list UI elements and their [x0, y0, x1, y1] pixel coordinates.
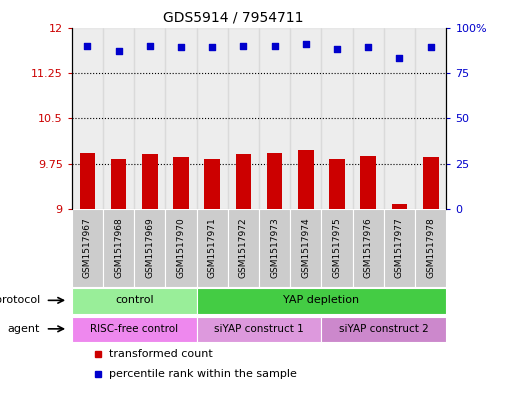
- Bar: [134, 28, 165, 209]
- Bar: [196, 317, 322, 342]
- Bar: [290, 209, 322, 286]
- Bar: [80, 152, 95, 209]
- Text: GSM1517974: GSM1517974: [301, 217, 310, 278]
- Point: [364, 44, 372, 51]
- Point: [302, 41, 310, 47]
- Point: [427, 44, 435, 51]
- Bar: [322, 28, 353, 209]
- Point: [114, 48, 123, 54]
- Bar: [72, 288, 196, 314]
- Bar: [298, 150, 313, 209]
- Bar: [392, 204, 407, 209]
- Bar: [259, 28, 290, 209]
- Point: [208, 44, 216, 51]
- Bar: [205, 159, 220, 209]
- Bar: [103, 28, 134, 209]
- Bar: [72, 28, 103, 209]
- Bar: [228, 209, 259, 286]
- Bar: [353, 28, 384, 209]
- Bar: [165, 28, 196, 209]
- Bar: [361, 156, 376, 209]
- Bar: [196, 28, 228, 209]
- Text: GSM1517972: GSM1517972: [239, 217, 248, 278]
- Text: percentile rank within the sample: percentile rank within the sample: [109, 369, 297, 378]
- Point: [396, 55, 404, 61]
- Bar: [103, 209, 134, 286]
- Point: [240, 42, 248, 49]
- Bar: [235, 154, 251, 209]
- Text: GSM1517967: GSM1517967: [83, 217, 92, 278]
- Text: agent: agent: [8, 324, 40, 334]
- Text: RISC-free control: RISC-free control: [90, 324, 179, 334]
- Text: YAP depletion: YAP depletion: [283, 296, 360, 305]
- Bar: [165, 209, 196, 286]
- Text: transformed count: transformed count: [109, 349, 213, 359]
- Title: GDS5914 / 7954711: GDS5914 / 7954711: [163, 11, 303, 25]
- Point: [177, 44, 185, 51]
- Text: GSM1517976: GSM1517976: [364, 217, 373, 278]
- Bar: [142, 154, 157, 209]
- Text: GSM1517971: GSM1517971: [208, 217, 217, 278]
- Text: siYAP construct 1: siYAP construct 1: [214, 324, 304, 334]
- Text: GSM1517978: GSM1517978: [426, 217, 435, 278]
- Point: [83, 42, 91, 49]
- Bar: [196, 288, 446, 314]
- Text: GSM1517970: GSM1517970: [176, 217, 186, 278]
- Bar: [415, 209, 446, 286]
- Text: protocol: protocol: [0, 296, 40, 305]
- Bar: [329, 159, 345, 209]
- Point: [270, 42, 279, 49]
- Bar: [322, 209, 353, 286]
- Bar: [290, 28, 322, 209]
- Bar: [72, 317, 196, 342]
- Text: control: control: [115, 296, 153, 305]
- Bar: [259, 209, 290, 286]
- Point: [146, 42, 154, 49]
- Text: GSM1517977: GSM1517977: [395, 217, 404, 278]
- Point: [333, 46, 341, 52]
- Bar: [72, 209, 103, 286]
- Text: GSM1517975: GSM1517975: [332, 217, 342, 278]
- Text: GSM1517968: GSM1517968: [114, 217, 123, 278]
- Bar: [423, 157, 439, 209]
- Bar: [415, 28, 446, 209]
- Text: siYAP construct 2: siYAP construct 2: [339, 324, 429, 334]
- Bar: [134, 209, 165, 286]
- Text: GSM1517973: GSM1517973: [270, 217, 279, 278]
- Bar: [353, 209, 384, 286]
- Bar: [322, 317, 446, 342]
- Text: GSM1517969: GSM1517969: [145, 217, 154, 278]
- Bar: [228, 28, 259, 209]
- Bar: [196, 209, 228, 286]
- Bar: [267, 153, 283, 209]
- Bar: [111, 159, 126, 209]
- Bar: [384, 28, 415, 209]
- Bar: [384, 209, 415, 286]
- Bar: [173, 157, 189, 209]
